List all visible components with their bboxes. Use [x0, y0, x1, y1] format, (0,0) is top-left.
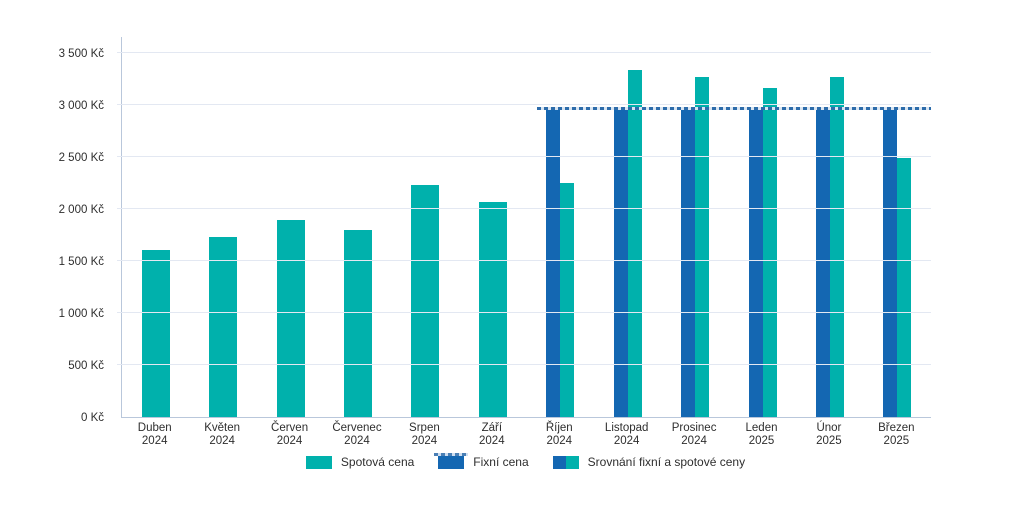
category-cell-0: [122, 249, 189, 417]
legend-label-0: Spotová cena: [340, 455, 415, 469]
legend-label-1: Fixní cena: [473, 455, 529, 469]
category-cell-2: [257, 220, 324, 417]
y-tick-label-1000: 1 000 Kč: [58, 308, 104, 320]
plot-area: [117, 37, 931, 418]
bar-spot-8[interactable]: [695, 76, 710, 417]
bar-spot-6[interactable]: [560, 183, 575, 417]
chart-legend: Spotová cena Fixní cena Srovnání fixní a s…: [121, 452, 930, 469]
y-tick-label-3500: 3 500 Kč: [58, 48, 104, 60]
dashed-line-icon: [434, 452, 469, 456]
y-axis-labels: 0 Kč 500 Kč 1 000 Kč 1 500 Kč 2 000 Kč 2 500 …: [0, 37, 112, 424]
y-tick-label-500: 500 Kč: [68, 360, 104, 372]
bars-layer: [122, 37, 931, 417]
gridline-3000: [117, 104, 931, 105]
x-axis-label-8: Prosinec 2024: [671, 422, 717, 447]
bar-spot-1[interactable]: [209, 237, 238, 417]
bar-spot-3[interactable]: [343, 229, 372, 417]
y-tick-label-2500: 2 500 Kč: [58, 152, 104, 164]
x-axis-label-6: Říjen 2024: [545, 422, 573, 447]
category-cell-4: [392, 185, 459, 417]
legend-swatch-split-icon: [552, 455, 579, 469]
x-axis-label-9: Leden 2025: [745, 422, 778, 447]
x-axis-label-4: Srpen 2024: [409, 422, 440, 447]
legend-item-1[interactable]: Fixní cena: [434, 452, 529, 469]
x-axis-label-1: Květen 2024: [204, 422, 241, 447]
x-axis-label-3: Červenec 2024: [332, 422, 382, 447]
category-cell-11: [864, 110, 931, 417]
legend-swatch-blue-dashed-icon: [434, 452, 469, 469]
bar-fixed-9[interactable]: [748, 110, 763, 417]
category-cell-5: [459, 201, 526, 417]
x-axis-label-7: Listopad 2024: [604, 422, 649, 447]
bar-fixed-11[interactable]: [883, 110, 898, 417]
x-axis-label-2: Červen 2024: [271, 422, 309, 447]
x-axis-label-0: Duben 2024: [137, 422, 172, 447]
category-cell-8: [661, 76, 728, 417]
bar-spot-2[interactable]: [276, 220, 305, 417]
y-tick-label-0: 0 Kč: [80, 412, 104, 424]
category-cell-9: [729, 88, 796, 417]
gridline-2500: [117, 156, 931, 157]
x-axis-labels: Duben 2024 Květen 2024 Červen 2024 Červenec 202…: [121, 422, 930, 448]
gridline-3500: [117, 52, 931, 53]
fixed-price-dashed-line: [536, 107, 931, 111]
legend-swatch-teal-icon: [305, 455, 332, 469]
category-cell-1: [189, 237, 256, 417]
x-axis-label-11: Březen 2025: [878, 422, 915, 447]
x-axis-label-10: Únor 2025: [816, 422, 842, 447]
legend-label-2: Srovnání fixní a spotové ceny: [587, 455, 746, 469]
gridline-1000: [117, 312, 931, 313]
bar-fixed-10[interactable]: [815, 110, 830, 417]
y-tick-label-3000: 3 000 Kč: [58, 100, 104, 112]
y-tick-label-1500: 1 500 Kč: [58, 256, 104, 268]
gridline-2000: [117, 208, 931, 209]
bar-spot-11[interactable]: [897, 158, 912, 417]
bar-fixed-7[interactable]: [613, 110, 628, 417]
bar-spot-5[interactable]: [478, 201, 507, 417]
y-tick-label-2000: 2 000 Kč: [58, 204, 104, 216]
bar-spot-10[interactable]: [829, 76, 844, 417]
category-cell-6: [527, 110, 594, 417]
category-cell-10: [796, 76, 863, 417]
category-cell-3: [324, 229, 391, 417]
bar-fixed-6[interactable]: [546, 110, 561, 417]
bar-spot-0[interactable]: [141, 249, 170, 417]
bar-spot-9[interactable]: [762, 88, 777, 417]
gridline-1500: [117, 260, 931, 261]
x-axis-label-5: Září 2024: [479, 422, 505, 447]
bar-spot-4[interactable]: [411, 185, 440, 417]
legend-item-2[interactable]: Srovnání fixní a spotové ceny: [552, 455, 746, 469]
gridline-500: [117, 364, 931, 365]
legend-item-0[interactable]: Spotová cena: [305, 455, 415, 469]
bar-fixed-8[interactable]: [681, 110, 696, 417]
